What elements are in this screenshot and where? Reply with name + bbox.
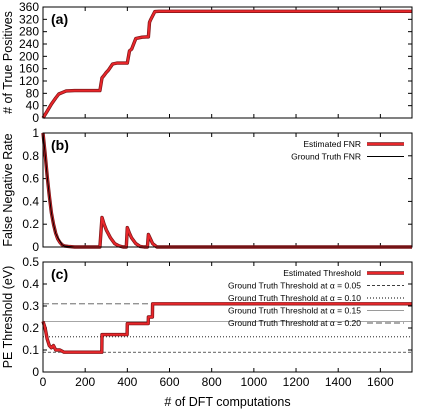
y-tick-label: 200 — [19, 49, 39, 63]
x-tick-label: 1600 — [367, 375, 394, 389]
x-tick-label: 400 — [117, 375, 137, 389]
y-tick-label: 0.3 — [22, 299, 39, 313]
x-tick-label: 1400 — [325, 375, 352, 389]
plot-frame — [42, 132, 413, 248]
legend-label: Estimated FNR — [303, 139, 361, 149]
legend-label: Estimated Threshold — [283, 268, 361, 278]
y-axis-label: # of True Positives — [1, 11, 15, 114]
y-tick-label: 240 — [19, 37, 39, 51]
y-tick-label: 0.6 — [22, 172, 39, 186]
legend-label: Ground Truth Threshold at α = 0.15 — [228, 306, 361, 316]
y-axis-label: PE Threshold (eV) — [1, 266, 15, 369]
series-line — [42, 302, 412, 354]
y-tick-label: 0.8 — [22, 149, 39, 163]
y-tick-label: 0.2 — [22, 217, 39, 231]
x-tick-label: 1200 — [283, 375, 310, 389]
panel-2: 0 0.2 0.4 0.6 0.8 1 (b) False Negative Rate Esti… — [1, 126, 413, 254]
y-tick-label: 0.4 — [22, 277, 39, 291]
y-tick-label: 1 — [32, 126, 39, 140]
y-tick-label: 120 — [19, 74, 39, 88]
legend-label: Ground Truth Threshold at α = 0.20 — [228, 318, 361, 328]
y-tick-label: 0 — [32, 365, 39, 379]
y-tick-label: 40 — [26, 99, 40, 113]
legend-label: Ground Truth FNR — [291, 152, 361, 162]
series-line — [42, 132, 412, 248]
x-tick-label: 1000 — [241, 375, 268, 389]
x-tick-label: 200 — [75, 375, 95, 389]
y-tick-label: 280 — [19, 25, 39, 39]
plot-frame — [42, 6, 413, 119]
y-tick-label: 0 — [32, 111, 39, 125]
x-tick-label: 800 — [202, 375, 222, 389]
series-line — [42, 132, 412, 248]
x-axis-label: # of DFT computations — [164, 395, 290, 409]
panel-3: 0 0.1 0.2 0.3 0.4 0.5 0 200 400 600 800 1000 1200 140… — [1, 255, 413, 409]
legend: Estimated FNR Ground Truth FNR — [291, 139, 404, 162]
y-tick-label: 0.1 — [22, 343, 39, 357]
legend: Estimated Threshold Ground Truth Threshol… — [228, 268, 404, 328]
legend-label: Ground Truth Threshold at α = 0.10 — [228, 293, 361, 303]
y-tick-label: 0.4 — [22, 194, 39, 208]
panel-label: (b) — [51, 137, 69, 153]
plot-frame — [42, 261, 413, 373]
y-tick-label: 0.5 — [22, 255, 39, 269]
series-line — [42, 10, 412, 119]
y-tick-label: 320 — [19, 12, 39, 26]
y-tick-label: 0.2 — [22, 321, 39, 335]
panel-label: (c) — [51, 266, 68, 282]
series-shadow — [41, 9, 412, 119]
legend-label: Ground Truth Threshold at α = 0.05 — [228, 281, 361, 291]
x-tick-label: 0 — [40, 375, 47, 389]
y-tick-label: 80 — [26, 86, 40, 100]
y-tick-label: 160 — [19, 62, 39, 76]
panel-label: (a) — [51, 11, 68, 27]
y-tick-label: 360 — [19, 0, 39, 14]
x-tick-label: 600 — [159, 375, 179, 389]
y-axis-label: False Negative Rate — [1, 133, 15, 246]
series-shadow — [41, 132, 412, 249]
y-tick-label: 0 — [32, 240, 39, 254]
